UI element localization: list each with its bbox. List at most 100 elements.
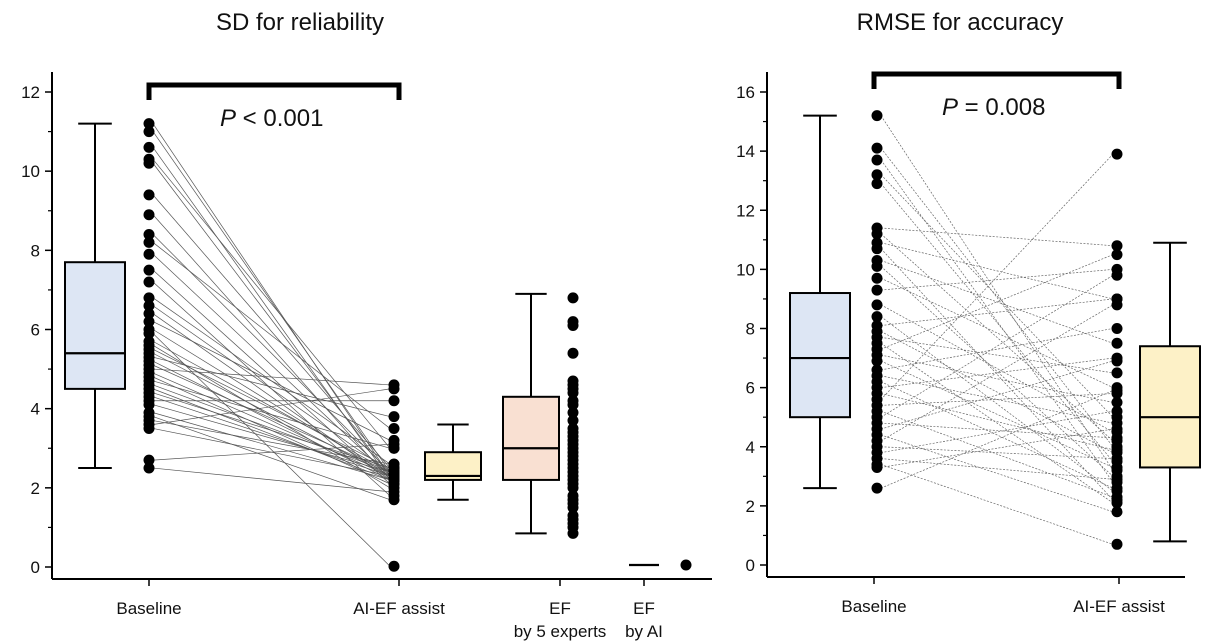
point-ai-ef-assist xyxy=(1111,491,1123,503)
paired-line xyxy=(152,333,391,567)
point-ef-by-5-experts xyxy=(567,407,579,419)
paired-line xyxy=(880,410,1114,498)
paired-line xyxy=(880,464,1114,545)
point-baseline xyxy=(871,461,883,473)
y-tick-label: 4 xyxy=(746,438,755,457)
reliability-points xyxy=(143,118,692,572)
point-ai-ef-assist xyxy=(1111,385,1123,397)
paired-line xyxy=(152,234,391,473)
point-baseline xyxy=(871,154,883,166)
reliability-boxes xyxy=(64,122,659,567)
point-baseline xyxy=(871,299,883,311)
x-tick-label: EF xyxy=(633,599,655,618)
reliability-p-value: P < 0.001 xyxy=(220,105,323,132)
point-baseline xyxy=(871,169,883,181)
accuracy-p-value: P = 0.008 xyxy=(942,94,1045,121)
paired-line xyxy=(880,233,1114,442)
box-ef-by-5-experts-iqr xyxy=(502,395,560,481)
point-baseline xyxy=(143,454,155,466)
y-tick-label: 16 xyxy=(736,83,755,102)
y-tick-label: 6 xyxy=(31,321,40,340)
x-tick-label: EF xyxy=(549,599,571,618)
x-tick-label: AI-EF assist xyxy=(1073,597,1165,616)
accuracy-title: RMSE for accuracy xyxy=(857,9,1064,36)
paired-line xyxy=(880,458,1114,480)
reliability-significance: P < 0.001 xyxy=(146,82,402,132)
paired-line xyxy=(880,316,1114,492)
point-ai-ef-assist xyxy=(1111,538,1123,550)
accuracy-axes: 0 2 4 6 8 10 12 14 16 Baseline AI-EF assist xyxy=(736,72,1185,616)
paired-line xyxy=(152,147,391,481)
point-baseline xyxy=(143,308,155,320)
paired-line xyxy=(152,360,391,481)
paired-line xyxy=(880,277,1114,388)
paired-line xyxy=(880,393,1114,451)
y-tick-label: 8 xyxy=(746,320,755,339)
p-value-text: < 0.001 xyxy=(236,105,323,132)
paired-line xyxy=(880,304,1114,442)
point-baseline xyxy=(871,355,883,367)
paired-line xyxy=(152,313,391,481)
paired-line xyxy=(880,260,1114,344)
paired-line xyxy=(880,331,1114,453)
paired-line xyxy=(152,412,391,481)
x-tick-label: Baseline xyxy=(841,597,906,616)
p-symbol: P xyxy=(220,105,236,132)
paired-line xyxy=(152,348,391,469)
paired-line xyxy=(152,321,391,441)
reliability-panel: SD for reliability 0 2 4 6 8 10 12 Baseline AI-E… xyxy=(21,9,712,641)
point-ai-ef-assist xyxy=(1111,432,1123,444)
point-ef-by-5-experts xyxy=(567,387,579,399)
x-tick-label: AI-EF assist xyxy=(353,599,445,618)
point-ai-ef-assist xyxy=(1111,148,1123,160)
paired-line xyxy=(880,410,1114,454)
paired-line xyxy=(880,446,1114,459)
point-ef-by-5-experts xyxy=(567,292,579,304)
point-baseline xyxy=(143,422,155,434)
paired-line xyxy=(880,242,1114,300)
accuracy-panel: RMSE for accuracy 0 2 4 6 8 10 12 14 16 Baseline A… xyxy=(736,9,1201,616)
y-tick-label: 2 xyxy=(746,497,755,516)
paired-line xyxy=(152,364,391,473)
point-ai-ef-assist xyxy=(388,458,400,470)
paired-line xyxy=(152,242,391,429)
paired-line xyxy=(152,384,391,473)
point-ef-by-5-experts xyxy=(567,347,579,359)
paired-line xyxy=(880,390,1114,489)
paired-line xyxy=(880,298,1114,326)
point-ai-ef-assist xyxy=(1111,269,1123,281)
box-baseline-iqr xyxy=(64,261,126,390)
x-tick-label-line2: by 5 experts xyxy=(514,622,607,641)
reliability-paired-lines xyxy=(152,123,391,567)
paired-line xyxy=(152,443,391,461)
paired-line xyxy=(152,163,391,477)
point-baseline xyxy=(143,292,155,304)
point-baseline xyxy=(871,178,883,190)
paired-line xyxy=(152,372,391,477)
paired-line xyxy=(880,434,1114,513)
point-baseline xyxy=(143,399,155,411)
point-baseline xyxy=(143,276,155,288)
significance-bracket xyxy=(871,71,1122,89)
point-ai-ef-assist xyxy=(388,470,400,482)
point-baseline xyxy=(143,327,155,339)
y-tick-label: 12 xyxy=(736,201,755,220)
point-ai-ef-assist xyxy=(1111,249,1123,261)
paired-line xyxy=(880,269,1114,291)
paired-line xyxy=(880,183,1114,462)
accuracy-points xyxy=(871,110,1123,550)
y-tick-label: 12 xyxy=(21,83,40,102)
point-ef-by-5-experts xyxy=(567,399,579,411)
paired-line xyxy=(152,214,391,481)
point-ai-ef-assist xyxy=(388,422,400,434)
point-baseline xyxy=(143,316,155,328)
paired-line xyxy=(880,328,1114,371)
paired-line xyxy=(880,174,1114,418)
point-ai-ef-assist xyxy=(1111,482,1123,494)
point-ai-ef-assist xyxy=(388,438,400,450)
point-baseline xyxy=(871,284,883,296)
point-ai-ef-assist xyxy=(1111,453,1123,465)
point-baseline xyxy=(143,248,155,260)
paired-line xyxy=(880,304,1114,433)
